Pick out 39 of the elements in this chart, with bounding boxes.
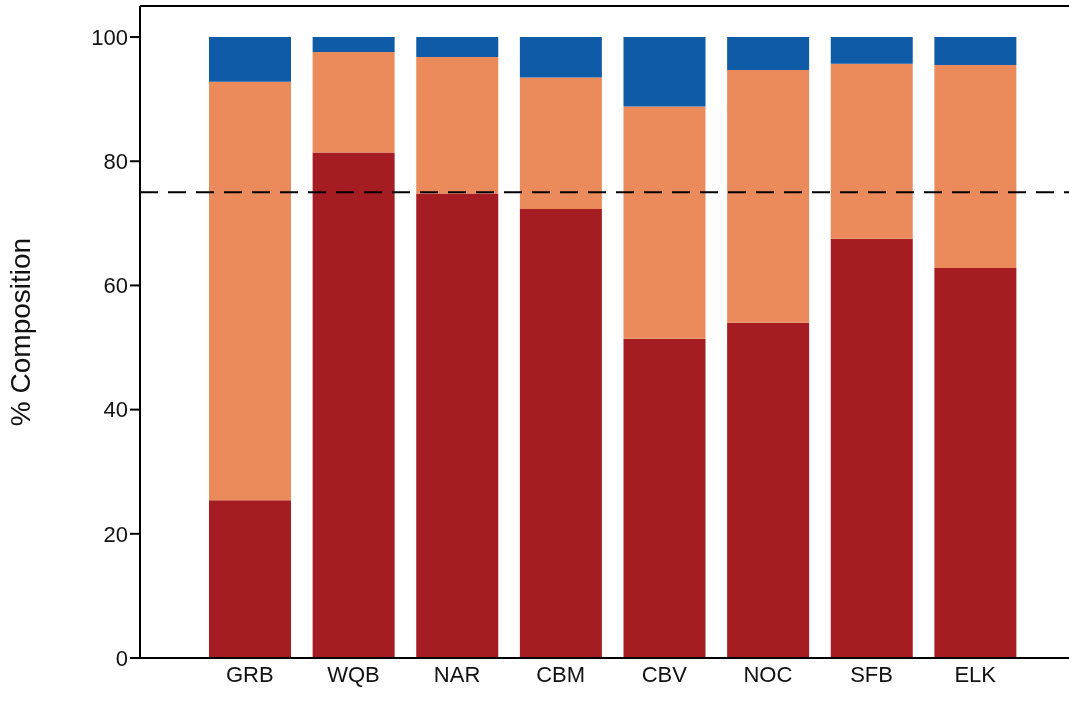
bar (934, 37, 1017, 65)
bar (312, 37, 395, 52)
x-tick-label: SFB (850, 661, 893, 687)
x-tick-label: GRB (225, 661, 274, 687)
y-tick-label: 40 (103, 397, 128, 423)
bar (623, 106, 706, 339)
bar (830, 63, 913, 239)
bar (209, 81, 291, 501)
bar (727, 69, 810, 323)
bar (519, 209, 602, 658)
bar (727, 37, 810, 70)
bar (312, 51, 395, 153)
bar (209, 500, 291, 658)
bar (830, 37, 913, 64)
bar (830, 238, 913, 658)
bar (934, 268, 1017, 658)
bar (416, 37, 499, 57)
y-axis-title: % Composition (4, 237, 36, 427)
x-tick-label: WQB (327, 661, 380, 687)
bar (623, 37, 706, 107)
y-tick-label: 100 (91, 24, 128, 50)
x-tick-label: NAR (433, 661, 481, 687)
bar (416, 193, 499, 658)
y-tick-label: 20 (103, 521, 128, 547)
y-tick-label: 60 (103, 273, 128, 299)
y-tick-label: 0 (115, 645, 128, 671)
bar (312, 152, 395, 658)
x-tick-label: ELK (954, 661, 997, 687)
bar (934, 64, 1017, 269)
x-tick-label: NOC (743, 661, 793, 687)
bar (209, 37, 291, 82)
bar (519, 37, 602, 78)
bar (416, 56, 499, 194)
bar (519, 77, 602, 210)
x-tick-label: CBV (641, 661, 688, 687)
bar (623, 338, 706, 658)
bar (727, 322, 810, 658)
x-tick-label: CBM (536, 661, 586, 687)
y-tick-label: 80 (103, 149, 128, 175)
